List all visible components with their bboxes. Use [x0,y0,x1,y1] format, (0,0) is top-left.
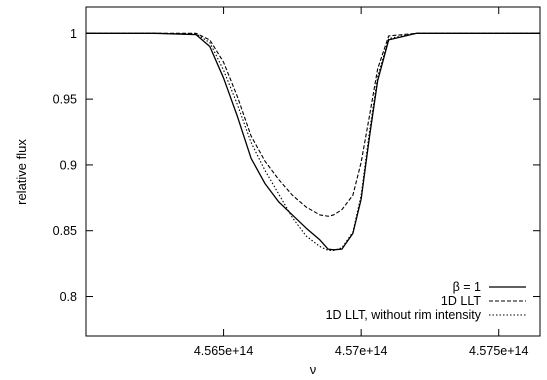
x-tick-label: 4.565e+14 [194,344,253,358]
series-layer [86,32,540,252]
x-axis-label: ν [310,362,317,377]
axis-ticks: 0.8 0.85 0.9 0.95 1 4.565e+14 4.57e+14 4.575e+1… [53,7,540,358]
x-tick-label: 4.575e+14 [469,344,528,358]
series-line-3 [86,32,540,252]
y-axis-label: relative flux [14,139,29,205]
series-line-1 [86,32,540,251]
x-tick-label: 4.57e+14 [335,344,388,358]
y-tick-label: 0.85 [53,224,77,238]
legend-label: 1D LLT, without rim intensity [326,308,482,322]
legend-label: 1D LLT [441,294,481,308]
y-tick-label: 0.9 [60,158,77,172]
legend-label: β = 1 [453,280,481,294]
y-tick-label: 0.8 [60,290,77,304]
plot-frame [85,6,541,337]
series-line-2 [86,32,540,217]
y-tick-label: 0.95 [53,93,77,107]
y-tick-label: 1 [70,27,77,41]
